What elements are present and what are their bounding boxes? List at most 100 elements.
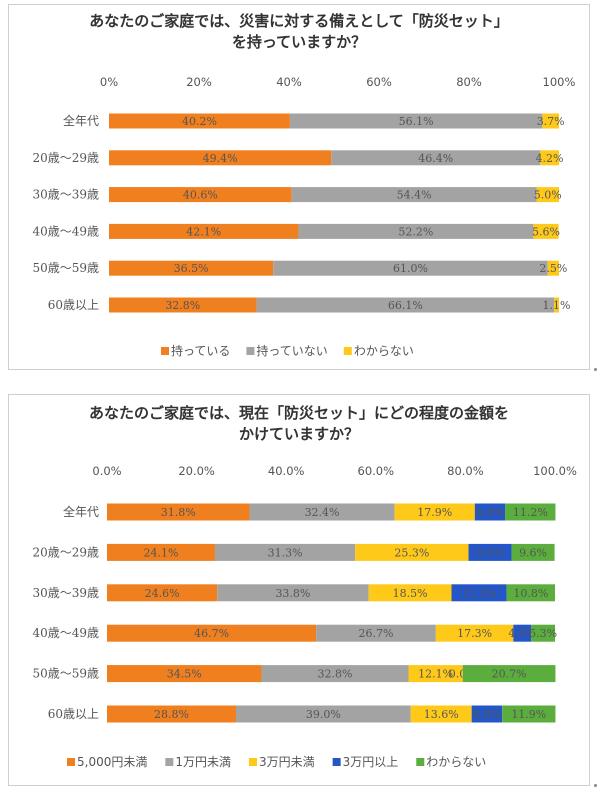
bar-segment <box>462 665 556 683</box>
bar-segment <box>368 584 452 602</box>
x-tick-label: 20.0% <box>178 464 215 478</box>
legend-swatch <box>246 347 255 355</box>
data-label: 5.3% <box>529 627 557 640</box>
chart-spending: 0.0% 20.0% 40.0% 60.0% 80.0% 100.0% 全年代 31.8% 32… <box>32 464 577 769</box>
bar-segment <box>107 665 262 683</box>
data-label: 10.8% <box>513 587 548 600</box>
data-label: 17.3% <box>457 627 492 640</box>
legend-label: 持っている <box>171 343 230 358</box>
category-label: 全年代 <box>63 504 99 519</box>
category-label: 30歳～39歳 <box>32 586 99 600</box>
data-label: 32.4% <box>305 506 340 519</box>
legend-swatch <box>249 758 257 766</box>
data-label: 20.7% <box>492 668 527 681</box>
data-label: 42.1% <box>186 225 221 238</box>
bar-segment <box>468 543 512 561</box>
bar-segment <box>298 223 534 239</box>
category-label: 50歳～59歳 <box>32 667 99 681</box>
data-label: 33.8% <box>275 587 310 600</box>
data-label: 5.6% <box>532 225 560 238</box>
bar-segment <box>394 503 475 521</box>
legend-swatch <box>67 758 75 766</box>
bar-segment <box>109 187 292 203</box>
bar-segment <box>513 624 532 642</box>
bar-segment <box>451 584 507 602</box>
bar-segment <box>107 543 215 561</box>
data-label: 12.1% <box>418 668 453 681</box>
bar-segment <box>236 705 411 723</box>
data-label: 39.0% <box>306 708 341 721</box>
data-label: 66.1% <box>388 299 423 312</box>
legend-label: 持っていない <box>256 343 327 358</box>
bar-segment <box>107 503 250 521</box>
data-label: 32.8% <box>165 299 200 312</box>
bar-segment <box>109 223 299 239</box>
bar-segment <box>533 223 559 239</box>
bar-segment <box>531 624 555 642</box>
data-label: 4.0% <box>508 627 536 640</box>
x-tick-label: 0.0% <box>92 464 121 478</box>
bar-segment <box>109 260 274 276</box>
x-tick-label: 100.0% <box>533 464 577 478</box>
bar-segment <box>511 543 555 561</box>
data-label: 46.7% <box>194 627 229 640</box>
category-label: 20歳～29歳 <box>32 151 99 165</box>
data-label: 34.5% <box>167 668 202 681</box>
data-label: 11.9% <box>511 708 546 721</box>
x-tick-label: 40% <box>276 75 302 89</box>
bar-segment <box>289 113 543 129</box>
bar-segment <box>261 665 409 683</box>
data-label: 49.4% <box>203 152 238 165</box>
category-label: 50歳～59歳 <box>32 261 99 275</box>
legend-label: 3万円未満 <box>259 755 315 769</box>
data-label: 28.8% <box>154 708 189 721</box>
data-label: 13.6% <box>424 708 459 721</box>
x-tick-label: 60.0% <box>358 464 395 478</box>
category-label: 60歳以上 <box>48 707 99 721</box>
x-tick-label: 60% <box>366 75 392 89</box>
chart-title: あなたのご家庭では、災害に対する備えとして「防災セット」 を持っていますか？ <box>9 11 589 53</box>
data-label: 31.8% <box>161 506 196 519</box>
chart-title-line-1: あなたのご家庭では、現在「防災セット」にどの程度の金額を <box>88 404 509 422</box>
data-label: 12.3% <box>462 587 497 600</box>
data-label: 3.7% <box>537 115 565 128</box>
bar-segment <box>249 503 395 521</box>
decorative-dot <box>594 784 597 787</box>
data-label: 5.0% <box>534 189 562 202</box>
legend-swatch <box>161 347 169 355</box>
x-tick-label: 40.0% <box>268 464 305 478</box>
data-label: 31.3% <box>268 546 303 559</box>
bar-segment <box>540 150 559 166</box>
data-label: 6.8% <box>473 708 501 721</box>
data-label: 1.1% <box>543 299 571 312</box>
x-tick-label: 100% <box>543 75 576 89</box>
data-label: 52.2% <box>398 225 433 238</box>
decorative-dot <box>594 368 597 371</box>
bar-segment <box>408 665 463 683</box>
data-label: 11.2% <box>513 506 548 519</box>
bar-segment <box>542 113 559 129</box>
legend-label: わからない <box>354 344 414 358</box>
legend-label: 3万円以上 <box>343 755 399 769</box>
chart-panel-spending: あなたのご家庭では、現在「防災セット」にどの程度の金額を かけていますか？ 0.… <box>8 394 590 786</box>
bar-segment <box>107 624 317 642</box>
category-label: 20歳～29歳 <box>32 545 99 559</box>
category-label: 40歳～49歳 <box>32 224 99 238</box>
data-label: 9.6% <box>519 546 547 559</box>
category-label: 30歳～39歳 <box>32 188 99 202</box>
x-tick-label: 0% <box>100 75 118 89</box>
legend-swatch <box>416 758 425 766</box>
data-label: 32.8% <box>318 668 353 681</box>
bar-segment <box>355 543 469 561</box>
legend-swatch <box>343 347 352 355</box>
chart-title: あなたのご家庭では、現在「防災セット」にどの程度の金額を かけていますか？ <box>9 403 589 445</box>
bar-segment <box>109 150 332 166</box>
bar-segment <box>506 584 555 602</box>
data-label: 18.5% <box>393 587 428 600</box>
x-tick-label: 20% <box>186 75 212 89</box>
data-label: 25.3% <box>394 546 429 559</box>
bar-segment <box>502 705 556 723</box>
bar-segment <box>291 187 537 203</box>
category-label: 全年代 <box>63 113 99 128</box>
bar-segment <box>109 113 290 129</box>
